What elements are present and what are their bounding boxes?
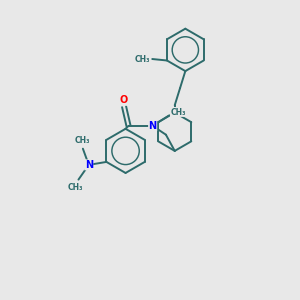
Text: N: N [148, 121, 157, 131]
Text: CH₃: CH₃ [134, 55, 150, 64]
Text: CH₃: CH₃ [74, 136, 90, 145]
Text: CH₃: CH₃ [170, 107, 186, 116]
Text: N: N [85, 160, 93, 170]
Text: CH₃: CH₃ [68, 183, 83, 192]
Text: O: O [119, 95, 128, 105]
Text: N: N [171, 108, 179, 118]
